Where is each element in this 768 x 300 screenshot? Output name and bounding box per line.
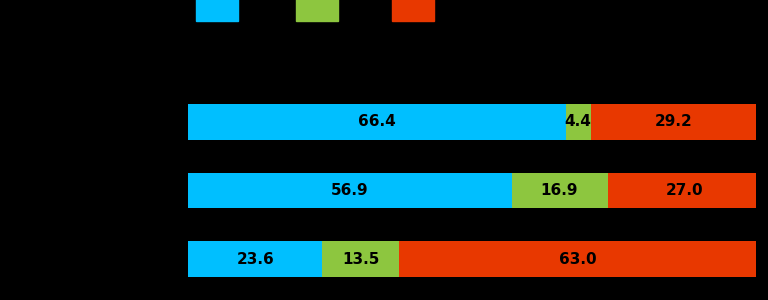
Bar [323, 241, 399, 277]
Text: 16.9: 16.9 [541, 183, 578, 198]
Text: 29.2: 29.2 [654, 114, 693, 129]
Bar [188, 104, 565, 140]
Bar [591, 104, 756, 140]
Text: 23.6: 23.6 [237, 252, 274, 267]
Bar [188, 241, 323, 277]
Text: 63.0: 63.0 [559, 252, 597, 267]
Bar [607, 172, 761, 208]
Text: 27.0: 27.0 [666, 183, 703, 198]
Text: 13.5: 13.5 [342, 252, 379, 267]
Bar [511, 172, 607, 208]
Text: 4.4: 4.4 [564, 114, 591, 129]
Bar [188, 172, 511, 208]
Bar [565, 104, 591, 140]
Text: 66.4: 66.4 [358, 114, 396, 129]
Bar [399, 241, 757, 277]
Text: 56.9: 56.9 [331, 183, 369, 198]
